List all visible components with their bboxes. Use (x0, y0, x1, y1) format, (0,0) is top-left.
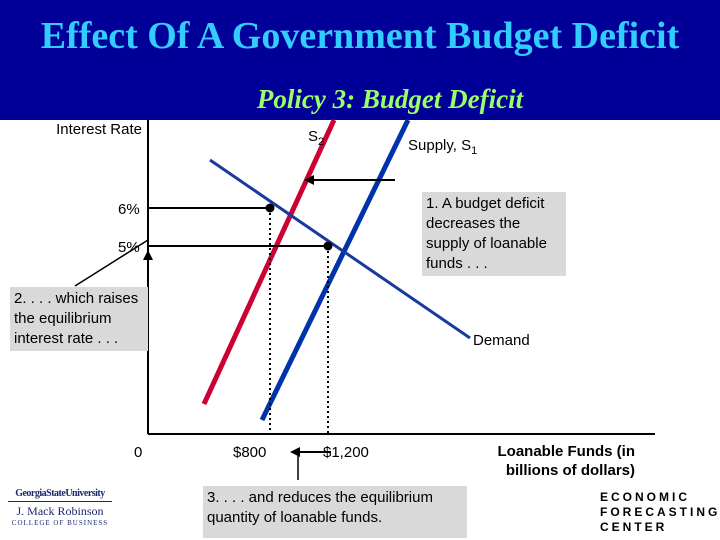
shift-arrowhead (304, 175, 314, 185)
slide-title: Effect Of A Government Budget Deficit (40, 15, 680, 57)
annotation-step3: 3. . . . and reduces the equilibrium qua… (203, 486, 467, 538)
annotation-step1: 1. A budget deficit decreases the supply… (422, 192, 566, 276)
y-axis-label: Interest Rate (56, 121, 142, 138)
s2-curve (201, 118, 337, 406)
s2-label-sub: 2 (318, 136, 325, 148)
annotation-step2: 2. . . . which raises the equilibrium in… (10, 287, 148, 351)
s1-label-sub: 1 (471, 145, 478, 157)
s1-label: Supply, S1 (408, 137, 477, 157)
s2-label: S2 (308, 128, 324, 148)
gsu-logo-line1: GeorgiaStateUniversity (15, 488, 105, 499)
slide-subtitle: Policy 3: Budget Deficit (256, 84, 524, 114)
x-axis-label: Loanable Funds (in billions of dollars) (497, 443, 636, 479)
s2-label-main: S (308, 128, 319, 145)
x-tick-1200: $1,200 (323, 444, 369, 461)
gsu-logo-line2: J. Mack Robinson (16, 504, 104, 518)
gsu-logo: GeorgiaStateUniversity J. Mack Robinson … (4, 488, 116, 538)
x-tick-800: $800 (233, 444, 267, 461)
efc-logo-line1: ECONOMIC (600, 490, 690, 504)
rate-arrowhead (143, 250, 153, 260)
y-tick-5: 5% (118, 239, 140, 256)
x-tick-0: 0 (134, 444, 143, 461)
gsu-logo-line3: COLLEGE OF BUSINESS (11, 519, 109, 527)
efc-logo-line2: FORECASTING (600, 505, 720, 519)
rate-leader (74, 239, 149, 287)
equilibrium-new (265, 203, 275, 213)
equilibrium-old (323, 241, 333, 251)
s1-curve (259, 118, 411, 422)
demand-label: Demand (473, 332, 530, 349)
efc-logo-line3: CENTER (600, 520, 668, 534)
s1-label-main: Supply, S (408, 137, 472, 154)
efc-logo: ECONOMIC FORECASTING CENTER (600, 490, 718, 535)
demand-curve (209, 158, 471, 340)
y-tick-6: 6% (118, 201, 140, 218)
